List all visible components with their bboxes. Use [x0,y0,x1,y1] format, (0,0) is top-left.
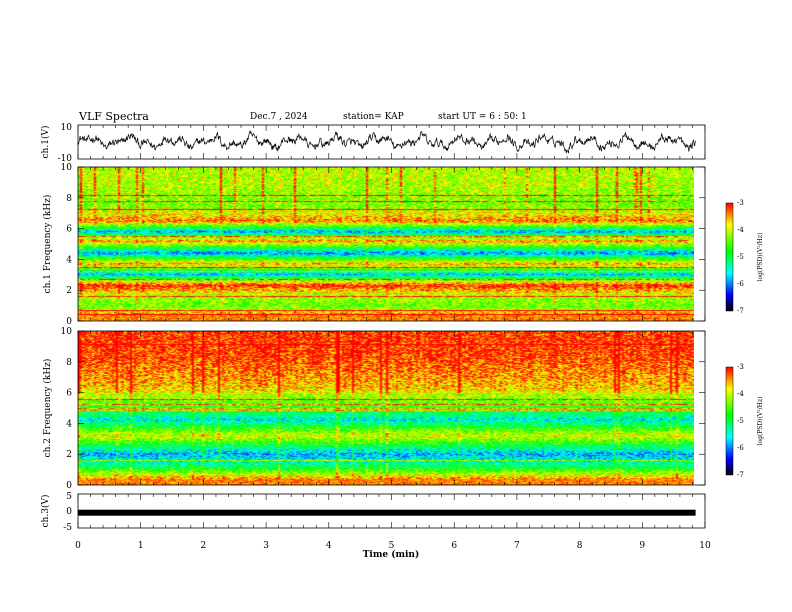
start-ut-label: start UT = 6 : 50: 1 [438,112,527,122]
time-axis-tick-labels: 0 1 2 3 4 5 6 7 8 9 10 [75,541,711,551]
freq-tick-label: 10 [61,163,73,173]
ch3-ytick-bottom: -5 [63,523,72,533]
ch3-waveform-panel: ch.3(V) 5 0 -5 0 1 2 3 4 5 6 7 8 9 10 Time (min) [40,492,711,560]
ch3-time-ticks [77,494,706,528]
ch3-ytick-mid: 0 [66,507,72,517]
ch2-spectrogram-panel: ch.2 Frequency (kHz) 0 2 4 6 8 10 [42,327,706,491]
time-tick-label: 6 [451,541,457,551]
freq-tick-label: 8 [66,194,72,204]
freq-tick-label: 4 [66,255,72,265]
ch1-spec-time-ticks [77,167,706,321]
cb1-tick-3: -6 [737,280,744,288]
cb1-tick-4: -7 [737,307,744,315]
ch2-spec-ylabel: ch.2 Frequency (kHz) [42,359,53,458]
ch1-spectrogram-image [78,167,694,321]
ch2-spectrogram-image [78,331,694,485]
ch2-freq-ticks: 0 2 4 6 8 10 [61,327,705,491]
time-tick-label: 0 [75,541,81,551]
cb1-label: log(PSD)(V²/Hz) [757,233,764,282]
ch1-time-ticks [77,125,706,159]
time-tick-label: 7 [514,541,520,551]
ch3-waveform-line [78,509,696,516]
ch2-spec-time-ticks [77,331,706,485]
freq-tick-label: 6 [66,225,72,235]
ch1-ytick-top: 10 [61,123,73,133]
freq-tick-label: 6 [66,389,72,399]
cb2-tick-4: -7 [737,471,744,479]
time-tick-label: 10 [699,541,711,551]
freq-tick-label: 4 [66,419,72,429]
date-label: Dec.7 , 2024 [250,112,308,122]
cb1-tick-0: -3 [737,199,744,207]
cb2-tick-1: -4 [737,390,744,398]
ch1-ylabel: ch.1(V) [40,126,51,159]
freq-tick-label: 10 [61,327,73,337]
freq-tick-label: 0 [66,317,72,327]
freq-tick-label: 0 [66,481,72,491]
ch1-freq-ticks: 0 2 4 6 8 10 [61,163,705,327]
cb1-tick-2: -5 [737,253,744,261]
figure-title: VLF Spectra [79,110,149,123]
ch1-waveform-panel: ch.1(V) 10 -10 [40,123,706,164]
time-tick-label: 8 [577,541,583,551]
freq-tick-label: 2 [66,450,72,460]
time-tick-label: 4 [326,541,332,551]
cb1-tick-1: -4 [737,226,744,234]
cb2-tick-3: -6 [737,444,744,452]
station-label: station= KAP [343,112,404,122]
cb2-tick-0: -3 [737,363,744,371]
cb2-label: log(PSD)(V²/Hz) [757,397,764,446]
time-tick-label: 2 [201,541,207,551]
ch1-spectrogram-panel: ch.1 Frequency (kHz) 0 2 4 6 8 10 [42,163,706,327]
time-tick-label: 5 [389,541,395,551]
ch3-ytick-top: 5 [66,492,72,502]
time-tick-label: 1 [138,541,144,551]
freq-tick-label: 8 [66,358,72,368]
time-tick-label: 9 [639,541,645,551]
ch2-colorbar: -3 -4 -5 -6 -7 log(PSD)(V²/Hz) [725,363,764,479]
ch1-ytick-bottom: -10 [58,154,73,164]
time-tick-label: 3 [263,541,269,551]
ch1-colorbar: -3 -4 -5 -6 -7 log(PSD)(V²/Hz) [725,199,764,315]
freq-tick-label: 2 [66,286,72,296]
ch1-spec-ylabel: ch.1 Frequency (kHz) [42,195,53,294]
time-axis-label: Time (min) [363,549,420,560]
ch1-waveform-line [77,130,696,154]
ch3-ylabel: ch.3(V) [40,495,51,528]
cb2-tick-2: -5 [737,417,744,425]
